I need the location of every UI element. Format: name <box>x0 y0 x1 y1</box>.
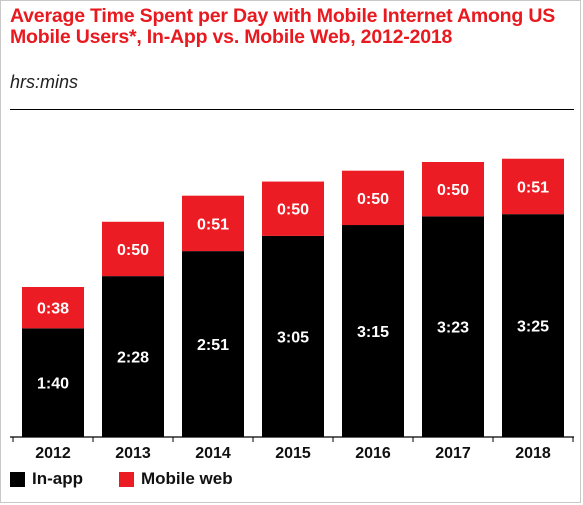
top-rule <box>10 109 574 110</box>
bar-mobile-web-2012 <box>22 286 84 329</box>
data-label-in-app-2013: 2:28 <box>117 350 149 367</box>
bar-in-app-2015 <box>262 235 324 437</box>
bar-mobile-web-2013 <box>102 221 164 277</box>
bar-in-app-2014 <box>182 251 244 437</box>
x-tick-label-2012: 2012 <box>35 445 71 462</box>
data-label-mobile-web-2017: 0:50 <box>437 182 469 199</box>
bar-mobile-web-2015 <box>262 181 324 236</box>
chart-subtitle: hrs:mins <box>10 72 79 92</box>
chart-title: Average Time Spent per Day with Mobile I… <box>10 5 556 48</box>
legend-item-mobile-web: Mobile web <box>119 469 233 489</box>
x-tick-label-2016: 2016 <box>355 445 391 462</box>
bar-mobile-web-2018 <box>502 158 564 215</box>
legend-item-in-app: In-app <box>10 469 83 489</box>
x-tick-label-2013: 2013 <box>115 445 151 462</box>
legend-label-in-app: In-app <box>32 469 83 488</box>
data-label-mobile-web-2018: 0:51 <box>517 179 549 196</box>
bar-in-app-2016 <box>342 225 404 437</box>
bar-in-app-2012 <box>22 328 84 437</box>
bar-mobile-web-2017 <box>422 161 484 217</box>
bar-in-app-2017 <box>422 216 484 437</box>
legend-swatch-mobile-web <box>119 471 134 487</box>
x-tick-label-2017: 2017 <box>435 445 471 462</box>
data-label-mobile-web-2015: 0:50 <box>277 202 309 219</box>
data-label-in-app-2016: 3:15 <box>357 324 389 341</box>
data-label-in-app-2012: 1:40 <box>37 376 69 393</box>
x-tick-label-2018: 2018 <box>515 445 551 462</box>
data-label-mobile-web-2013: 0:50 <box>117 242 149 259</box>
data-label-in-app-2014: 2:51 <box>197 337 229 354</box>
legend-swatch-in-app <box>10 471 25 487</box>
bar-mobile-web-2014 <box>182 195 244 252</box>
bar-in-app-2013 <box>102 276 164 437</box>
bar-in-app-2018 <box>502 214 564 437</box>
x-tick-label-2014: 2014 <box>195 445 231 462</box>
bar-mobile-web-2016 <box>342 170 404 226</box>
x-tick-label-2015: 2015 <box>275 445 311 462</box>
legend: In-app Mobile web <box>10 469 269 489</box>
data-label-in-app-2015: 3:05 <box>277 329 309 346</box>
legend-label-mobile-web: Mobile web <box>141 469 233 488</box>
data-label-mobile-web-2016: 0:50 <box>357 191 389 208</box>
data-label-mobile-web-2012: 0:38 <box>37 301 69 318</box>
data-label-in-app-2018: 3:25 <box>517 319 549 336</box>
data-label-mobile-web-2014: 0:51 <box>197 216 229 233</box>
data-label-in-app-2017: 3:23 <box>437 320 469 337</box>
